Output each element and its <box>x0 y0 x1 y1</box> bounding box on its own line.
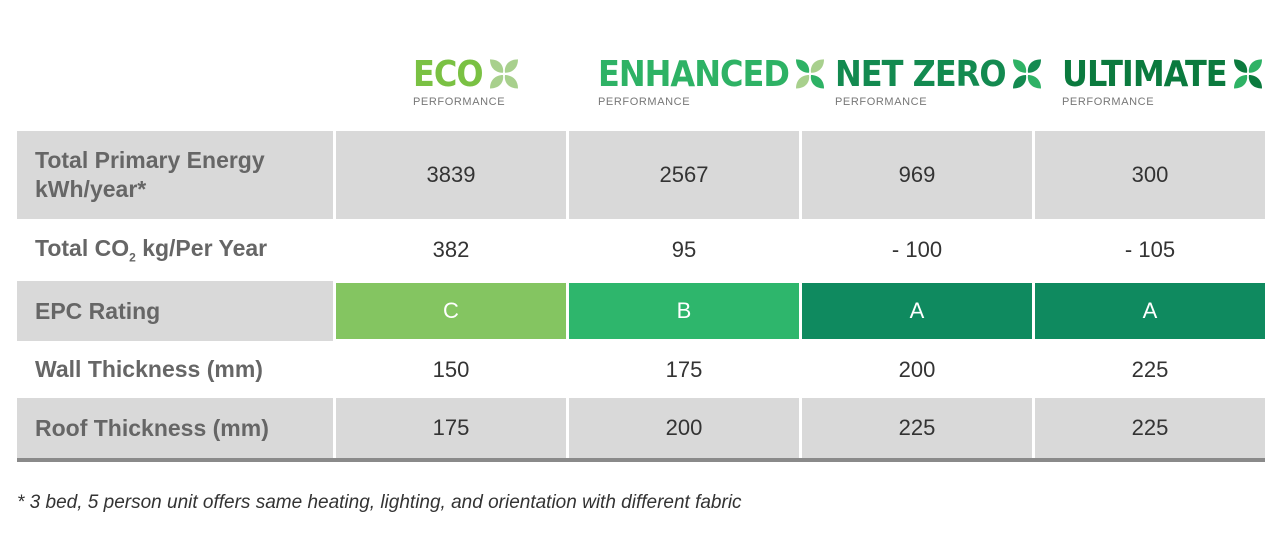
table-row-roof-thickness: Roof Thickness (mm) 175 200 225 225 <box>17 398 1265 458</box>
table-cell: 382 <box>333 219 566 281</box>
footnote: * 3 bed, 5 person unit offers same heati… <box>17 492 742 513</box>
comparison-table: Total Primary Energy kWh/year* 3839 2567… <box>17 131 1265 458</box>
table-cell: 969 <box>799 131 1032 219</box>
table-cell: 225 <box>1032 398 1265 458</box>
table-cell: 175 <box>566 341 799 398</box>
tier-logo-enhanced: ENHANCED PERFORMANCE <box>598 56 827 108</box>
table-cell: 3839 <box>333 131 566 219</box>
table-cell: 225 <box>1032 341 1265 398</box>
tier-logo-ultimate: ULTIMATE PERFORMANCE <box>1062 56 1265 108</box>
epc-badge: A <box>799 281 1032 341</box>
table-cell: 150 <box>333 341 566 398</box>
table-cell: 175 <box>333 398 566 458</box>
table-cell: 2567 <box>566 131 799 219</box>
table-row-wall-thickness: Wall Thickness (mm) 150 175 200 225 <box>17 341 1265 398</box>
row-label: Roof Thickness (mm) <box>17 398 333 458</box>
leaf-icon <box>489 59 518 89</box>
row-label: Wall Thickness (mm) <box>17 341 333 398</box>
table-row-epc-rating: EPC Rating C B A A <box>17 281 1265 341</box>
tier-logo-eco: ECO PERFORMANCE <box>413 56 521 108</box>
tier-name: ULTIMATE <box>1062 56 1265 92</box>
tier-subtitle: PERFORMANCE <box>1062 96 1155 108</box>
table-cell: 300 <box>1032 131 1265 219</box>
tier-subtitle: PERFORMANCE <box>598 96 691 108</box>
table-bottom-rule <box>17 458 1265 462</box>
tier-subtitle: PERFORMANCE <box>413 96 506 108</box>
tier-subtitle: PERFORMANCE <box>835 96 928 108</box>
leaf-icon <box>1012 59 1041 89</box>
tier-name: NET ZERO <box>835 56 1044 92</box>
table-row-primary-energy: Total Primary Energy kWh/year* 3839 2567… <box>17 131 1265 219</box>
epc-badge: B <box>566 281 799 341</box>
table-cell: 225 <box>799 398 1032 458</box>
table-cell: - 100 <box>799 219 1032 281</box>
row-label: Total Primary Energy kWh/year* <box>17 131 333 219</box>
epc-badge: C <box>333 281 566 341</box>
table-cell: 200 <box>566 398 799 458</box>
tier-name: ENHANCED <box>598 56 827 92</box>
table-cell: 95 <box>566 219 799 281</box>
leaf-icon <box>1233 59 1262 89</box>
tier-name: ECO <box>413 56 521 92</box>
table-cell: - 105 <box>1032 219 1265 281</box>
leaf-icon <box>795 59 824 89</box>
row-label: Total CO2 kg/Per Year <box>17 219 333 281</box>
table-cell: 200 <box>799 341 1032 398</box>
row-label: EPC Rating <box>17 281 333 341</box>
epc-badge: A <box>1032 281 1265 341</box>
table-row-co2: Total CO2 kg/Per Year 382 95 - 100 - 105 <box>17 219 1265 281</box>
tier-logo-net-zero: NET ZERO PERFORMANCE <box>835 56 1044 108</box>
